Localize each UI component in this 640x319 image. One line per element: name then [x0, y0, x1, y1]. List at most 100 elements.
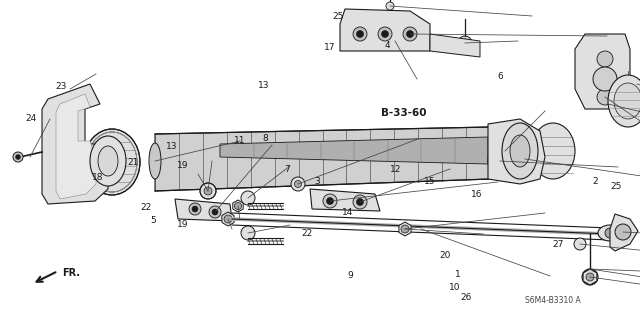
Text: 23: 23: [55, 82, 67, 91]
Ellipse shape: [90, 136, 126, 186]
Text: 25: 25: [332, 12, 344, 21]
Text: 16: 16: [471, 190, 483, 199]
Text: B-33-60: B-33-60: [381, 108, 427, 118]
Circle shape: [15, 154, 20, 160]
Circle shape: [516, 150, 534, 168]
Circle shape: [582, 269, 598, 285]
Circle shape: [586, 273, 594, 281]
Ellipse shape: [598, 225, 622, 241]
Circle shape: [597, 51, 613, 67]
Circle shape: [353, 27, 367, 41]
Circle shape: [234, 203, 241, 210]
Circle shape: [586, 273, 594, 281]
Circle shape: [406, 31, 413, 38]
Circle shape: [461, 39, 469, 47]
Circle shape: [189, 203, 201, 215]
Circle shape: [403, 27, 417, 41]
Text: 5: 5: [151, 216, 156, 225]
Circle shape: [326, 197, 333, 204]
Circle shape: [378, 27, 392, 41]
Text: 2: 2: [593, 177, 598, 186]
Polygon shape: [42, 84, 108, 204]
Circle shape: [241, 226, 255, 240]
Circle shape: [209, 206, 221, 218]
Circle shape: [488, 149, 512, 173]
Text: S6M4-B3310 A: S6M4-B3310 A: [525, 296, 580, 305]
Ellipse shape: [502, 123, 538, 179]
Ellipse shape: [149, 143, 161, 179]
Circle shape: [224, 215, 232, 223]
Polygon shape: [399, 222, 411, 236]
Text: 26: 26: [460, 293, 472, 302]
Circle shape: [294, 181, 301, 188]
Text: 21: 21: [127, 158, 139, 167]
Polygon shape: [340, 9, 430, 51]
Polygon shape: [222, 212, 234, 226]
Polygon shape: [310, 189, 380, 211]
Text: 11: 11: [234, 136, 246, 145]
Text: 14: 14: [342, 208, 353, 217]
Circle shape: [593, 67, 617, 91]
Circle shape: [615, 224, 631, 240]
Circle shape: [458, 36, 472, 50]
Circle shape: [381, 31, 388, 38]
Text: FR.: FR.: [62, 268, 80, 278]
Circle shape: [401, 225, 409, 233]
Circle shape: [291, 177, 305, 191]
Text: 22: 22: [301, 229, 313, 238]
Ellipse shape: [510, 135, 530, 167]
Polygon shape: [220, 137, 488, 164]
Ellipse shape: [98, 146, 118, 176]
Ellipse shape: [608, 75, 640, 127]
Text: 13: 13: [258, 81, 269, 90]
Text: 1: 1: [455, 270, 460, 279]
Text: 17: 17: [324, 43, 335, 52]
Polygon shape: [430, 34, 480, 57]
Ellipse shape: [614, 83, 640, 119]
Circle shape: [212, 209, 218, 215]
Polygon shape: [583, 269, 597, 285]
Circle shape: [323, 194, 337, 208]
Text: 19: 19: [177, 161, 188, 170]
Circle shape: [204, 187, 212, 195]
Text: 4: 4: [385, 41, 390, 50]
Circle shape: [356, 31, 364, 38]
Text: 6: 6: [498, 72, 503, 81]
Circle shape: [386, 2, 394, 10]
Text: 27: 27: [552, 241, 564, 249]
Polygon shape: [575, 34, 630, 109]
Polygon shape: [625, 79, 640, 89]
Polygon shape: [233, 200, 243, 212]
Text: 12: 12: [390, 165, 401, 174]
Text: 3: 3: [314, 177, 319, 186]
Text: 18: 18: [92, 173, 104, 182]
Text: 24: 24: [25, 114, 36, 123]
Text: 9: 9: [348, 271, 353, 280]
Circle shape: [13, 152, 23, 162]
Text: 13: 13: [166, 142, 177, 151]
Circle shape: [520, 154, 529, 164]
Ellipse shape: [84, 129, 140, 195]
Ellipse shape: [531, 123, 575, 179]
Polygon shape: [155, 127, 490, 191]
Text: 19: 19: [177, 220, 188, 229]
Polygon shape: [488, 119, 545, 184]
Text: 20: 20: [439, 251, 451, 260]
Circle shape: [597, 89, 613, 105]
Text: 22: 22: [140, 204, 152, 212]
Circle shape: [200, 183, 216, 199]
Circle shape: [241, 191, 255, 205]
Text: 8: 8: [263, 134, 268, 143]
Polygon shape: [56, 94, 96, 199]
Text: 10: 10: [449, 283, 460, 292]
Circle shape: [605, 228, 615, 238]
Text: 7: 7: [284, 165, 289, 174]
Circle shape: [353, 195, 367, 209]
Polygon shape: [608, 104, 625, 121]
Circle shape: [356, 198, 364, 205]
Circle shape: [192, 206, 198, 212]
Text: 25: 25: [610, 182, 621, 191]
Circle shape: [574, 238, 586, 250]
Text: 15: 15: [424, 177, 436, 186]
Circle shape: [613, 111, 621, 119]
